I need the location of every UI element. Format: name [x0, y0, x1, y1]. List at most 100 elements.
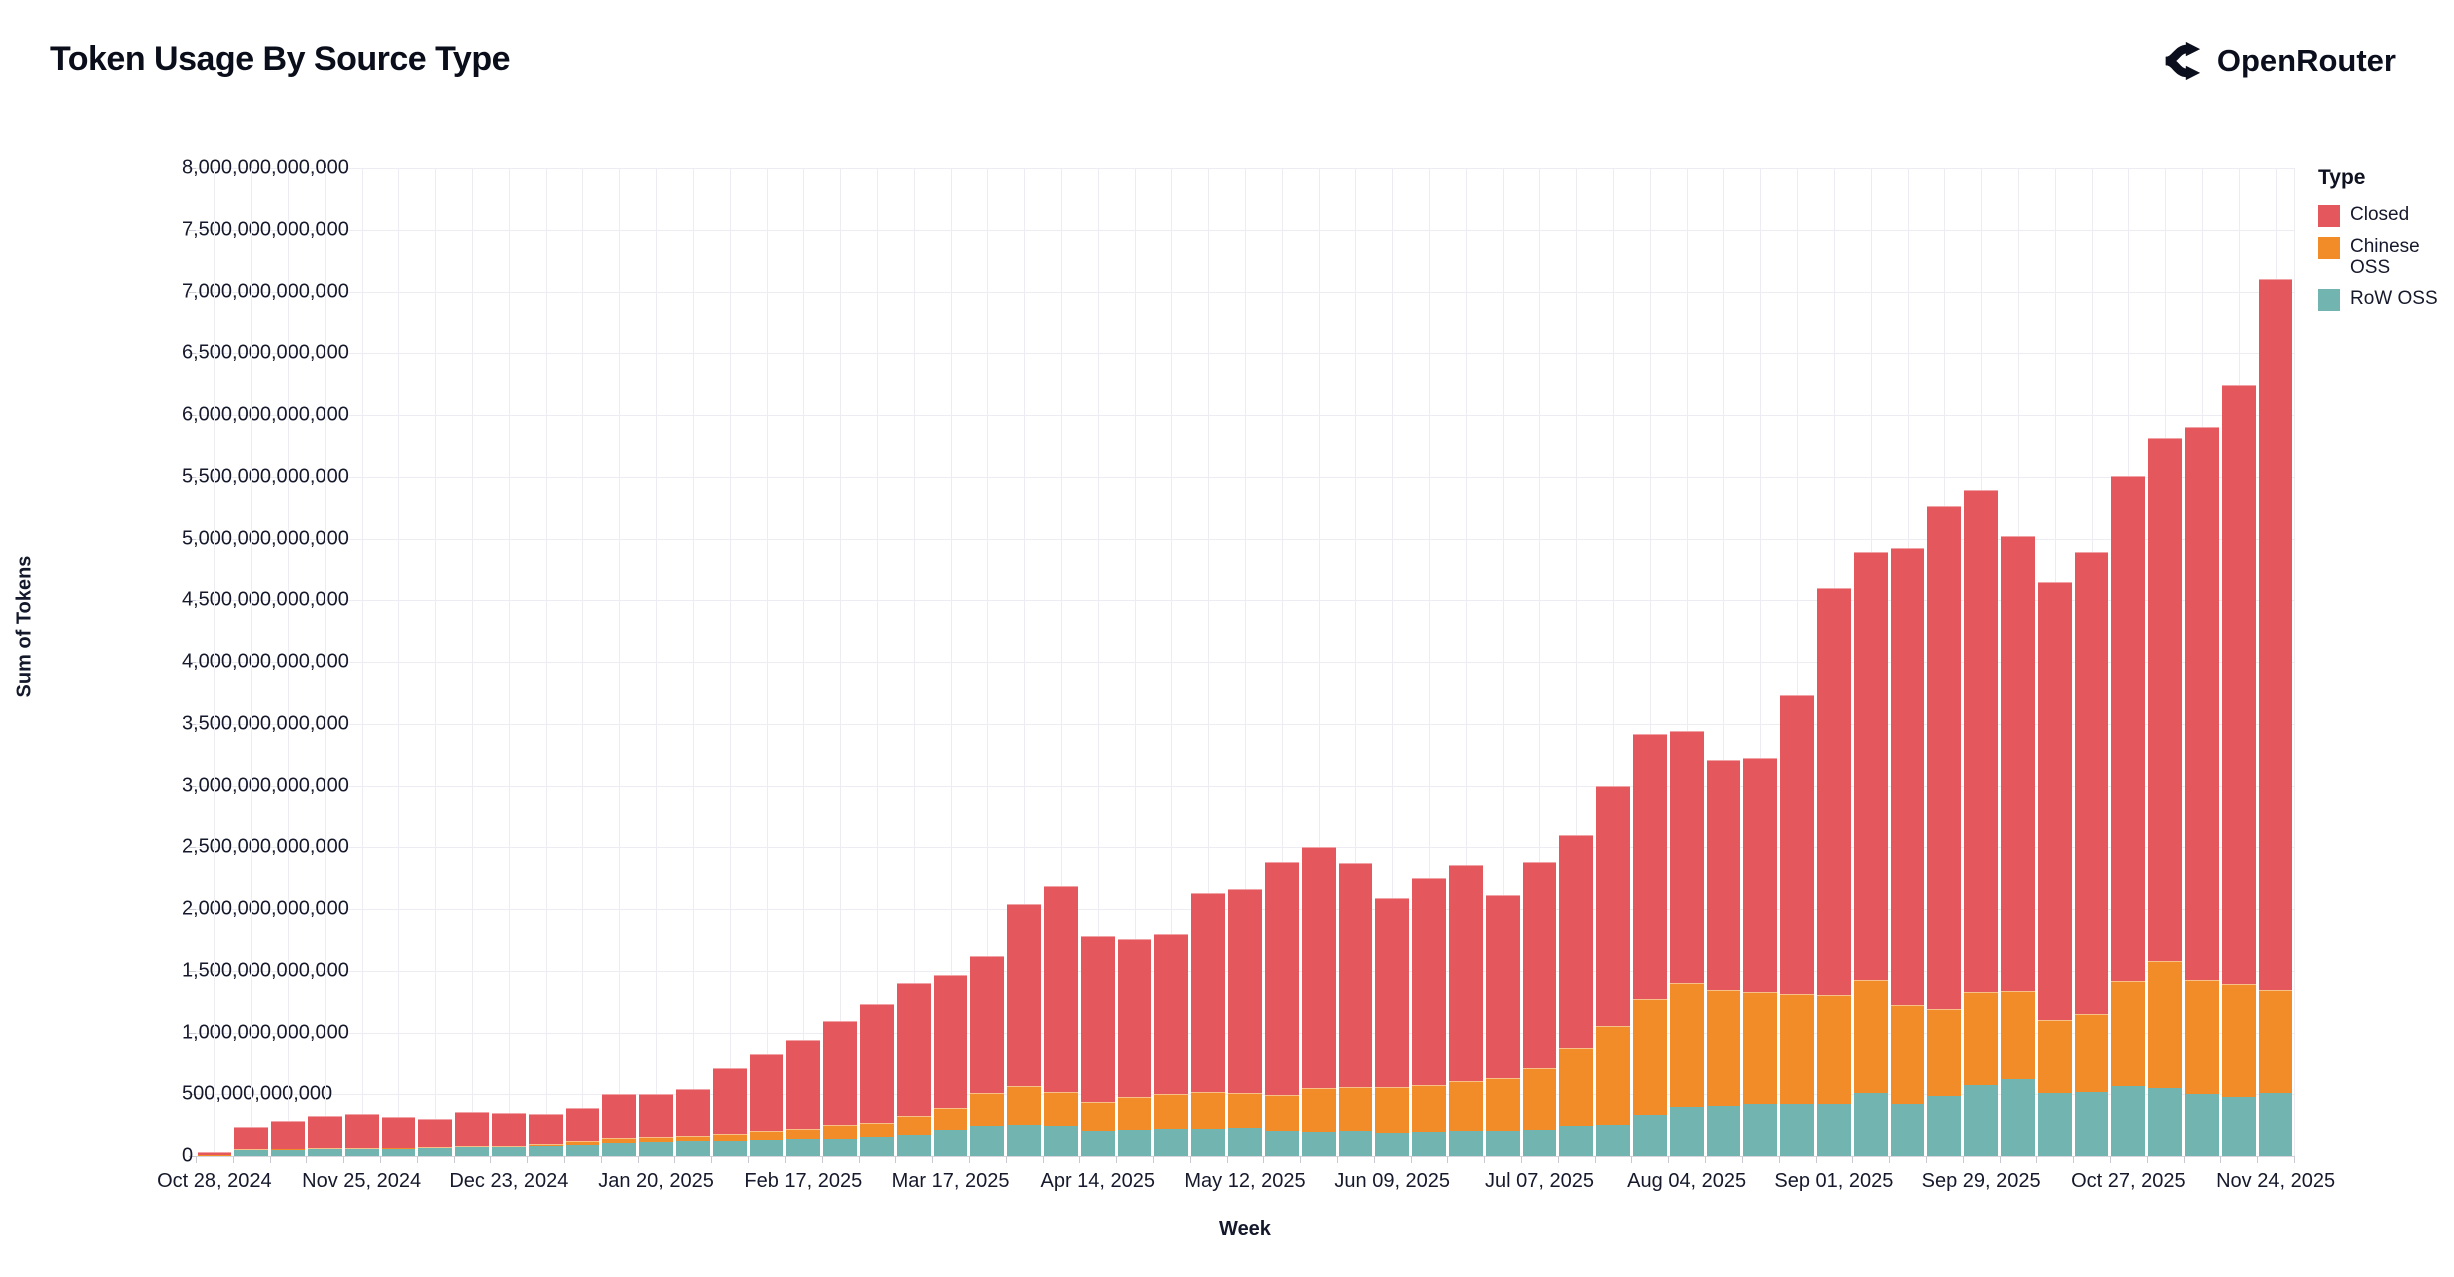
bar-segment-closed[interactable] — [1486, 895, 1520, 1078]
bar-segment-closed[interactable] — [382, 1117, 416, 1148]
bar-segment-closed[interactable] — [198, 1152, 232, 1154]
bar-segment-chinese-oss[interactable] — [308, 1148, 342, 1149]
bar-segment-closed[interactable] — [1449, 865, 1483, 1081]
bar-segment-closed[interactable] — [1670, 731, 1704, 983]
bar-segment-chinese-oss[interactable] — [1927, 1009, 1961, 1096]
legend-item-chinese-oss[interactable]: Chinese OSS — [2318, 236, 2444, 279]
bar-segment-chinese-oss[interactable] — [2185, 980, 2219, 1094]
bar-segment-closed[interactable] — [750, 1054, 784, 1131]
bar-segment-chinese-oss[interactable] — [2038, 1020, 2072, 1094]
bar-segment-row-oss[interactable] — [1302, 1132, 1336, 1156]
bar-segment-closed[interactable] — [1412, 878, 1446, 1085]
bar-segment-chinese-oss[interactable] — [2111, 981, 2145, 1086]
bar-segment-row-oss[interactable] — [2185, 1094, 2219, 1156]
bar-segment-row-oss[interactable] — [1743, 1104, 1777, 1156]
bar-segment-row-oss[interactable] — [1154, 1129, 1188, 1156]
bar-segment-chinese-oss[interactable] — [970, 1093, 1004, 1126]
bar-segment-row-oss[interactable] — [455, 1147, 489, 1156]
bar-segment-closed[interactable] — [1375, 898, 1409, 1086]
bar-segment-row-oss[interactable] — [1964, 1085, 1998, 1156]
bar-segment-row-oss[interactable] — [1486, 1131, 1520, 1156]
bar-segment-chinese-oss[interactable] — [1670, 983, 1704, 1107]
bar-segment-closed[interactable] — [345, 1114, 379, 1148]
bar-segment-row-oss[interactable] — [639, 1142, 673, 1156]
bar-segment-closed[interactable] — [2038, 582, 2072, 1020]
bar-segment-chinese-oss[interactable] — [345, 1148, 379, 1149]
bar-segment-row-oss[interactable] — [1633, 1115, 1667, 1156]
bar-segment-closed[interactable] — [1302, 847, 1336, 1088]
bar-segment-row-oss[interactable] — [1780, 1104, 1814, 1156]
bar-segment-chinese-oss[interactable] — [455, 1146, 489, 1147]
bar-segment-chinese-oss[interactable] — [1854, 980, 1888, 1094]
bar-segment-chinese-oss[interactable] — [897, 1116, 931, 1135]
bar-segment-row-oss[interactable] — [1670, 1107, 1704, 1156]
bar-segment-row-oss[interactable] — [529, 1146, 563, 1156]
bar-segment-closed[interactable] — [308, 1116, 342, 1148]
bar-segment-closed[interactable] — [1228, 889, 1262, 1094]
bar-segment-row-oss[interactable] — [1854, 1093, 1888, 1156]
bar-segment-row-oss[interactable] — [1559, 1126, 1593, 1156]
bar-segment-chinese-oss[interactable] — [2259, 990, 2293, 1094]
bar-segment-closed[interactable] — [2001, 536, 2035, 991]
bar-segment-row-oss[interactable] — [786, 1139, 820, 1156]
bar-segment-chinese-oss[interactable] — [823, 1125, 857, 1139]
bar-segment-chinese-oss[interactable] — [566, 1141, 600, 1145]
bar-segment-row-oss[interactable] — [1523, 1130, 1557, 1156]
bar-segment-closed[interactable] — [1118, 939, 1152, 1097]
bar-segment-chinese-oss[interactable] — [713, 1134, 747, 1141]
legend-item-row-oss[interactable]: RoW OSS — [2318, 288, 2444, 311]
bar-segment-closed[interactable] — [934, 975, 968, 1108]
bar-segment-chinese-oss[interactable] — [1339, 1087, 1373, 1131]
bar-segment-chinese-oss[interactable] — [1486, 1078, 1520, 1131]
bar-segment-closed[interactable] — [786, 1040, 820, 1129]
bar-segment-closed[interactable] — [2185, 427, 2219, 980]
bar-segment-chinese-oss[interactable] — [1817, 995, 1851, 1104]
bar-segment-closed[interactable] — [1523, 862, 1557, 1068]
bar-segment-row-oss[interactable] — [1449, 1131, 1483, 1156]
bar-segment-chinese-oss[interactable] — [1964, 992, 1998, 1085]
bar-segment-row-oss[interactable] — [2038, 1093, 2072, 1156]
bar-segment-closed[interactable] — [234, 1127, 268, 1149]
bar-segment-row-oss[interactable] — [1596, 1125, 1630, 1156]
bar-segment-row-oss[interactable] — [271, 1149, 305, 1156]
bar-segment-chinese-oss[interactable] — [1118, 1097, 1152, 1130]
bar-segment-closed[interactable] — [492, 1113, 526, 1146]
bar-segment-closed[interactable] — [271, 1121, 305, 1149]
bar-segment-row-oss[interactable] — [897, 1135, 931, 1156]
bar-segment-chinese-oss[interactable] — [1891, 1005, 1925, 1104]
bar-segment-row-oss[interactable] — [860, 1137, 894, 1156]
bar-segment-row-oss[interactable] — [1228, 1128, 1262, 1156]
bar-segment-chinese-oss[interactable] — [418, 1147, 452, 1148]
bar-segment-closed[interactable] — [1964, 490, 1998, 992]
bar-segment-closed[interactable] — [1081, 936, 1115, 1102]
bar-segment-row-oss[interactable] — [713, 1141, 747, 1156]
bar-segment-chinese-oss[interactable] — [1081, 1102, 1115, 1132]
bar-segment-closed[interactable] — [1743, 758, 1777, 992]
bar-segment-closed[interactable] — [823, 1021, 857, 1125]
bar-segment-chinese-oss[interactable] — [382, 1148, 416, 1149]
bar-segment-row-oss[interactable] — [823, 1139, 857, 1156]
bar-segment-closed[interactable] — [1927, 506, 1961, 1009]
bar-segment-row-oss[interactable] — [602, 1143, 636, 1156]
bar-segment-row-oss[interactable] — [566, 1145, 600, 1156]
bar-segment-row-oss[interactable] — [1412, 1132, 1446, 1156]
bar-segment-closed[interactable] — [1633, 734, 1667, 999]
bar-segment-chinese-oss[interactable] — [1449, 1081, 1483, 1132]
bar-segment-closed[interactable] — [713, 1068, 747, 1133]
bar-segment-chinese-oss[interactable] — [1523, 1068, 1557, 1130]
bar-segment-closed[interactable] — [1044, 886, 1078, 1092]
bar-segment-chinese-oss[interactable] — [750, 1131, 784, 1140]
bar-segment-chinese-oss[interactable] — [1154, 1094, 1188, 1129]
bar-segment-chinese-oss[interactable] — [2148, 961, 2182, 1089]
bar-segment-closed[interactable] — [2259, 279, 2293, 989]
bar-segment-chinese-oss[interactable] — [1191, 1092, 1225, 1129]
bar-segment-row-oss[interactable] — [1339, 1131, 1373, 1156]
bar-segment-closed[interactable] — [1780, 695, 1814, 994]
bar-segment-closed[interactable] — [1596, 786, 1630, 1026]
bar-segment-closed[interactable] — [1191, 893, 1225, 1093]
bar-segment-closed[interactable] — [2222, 385, 2256, 983]
bar-segment-row-oss[interactable] — [1191, 1129, 1225, 1156]
bar-segment-row-oss[interactable] — [234, 1150, 268, 1156]
bar-segment-chinese-oss[interactable] — [1044, 1092, 1078, 1125]
bar-segment-row-oss[interactable] — [2259, 1093, 2293, 1156]
